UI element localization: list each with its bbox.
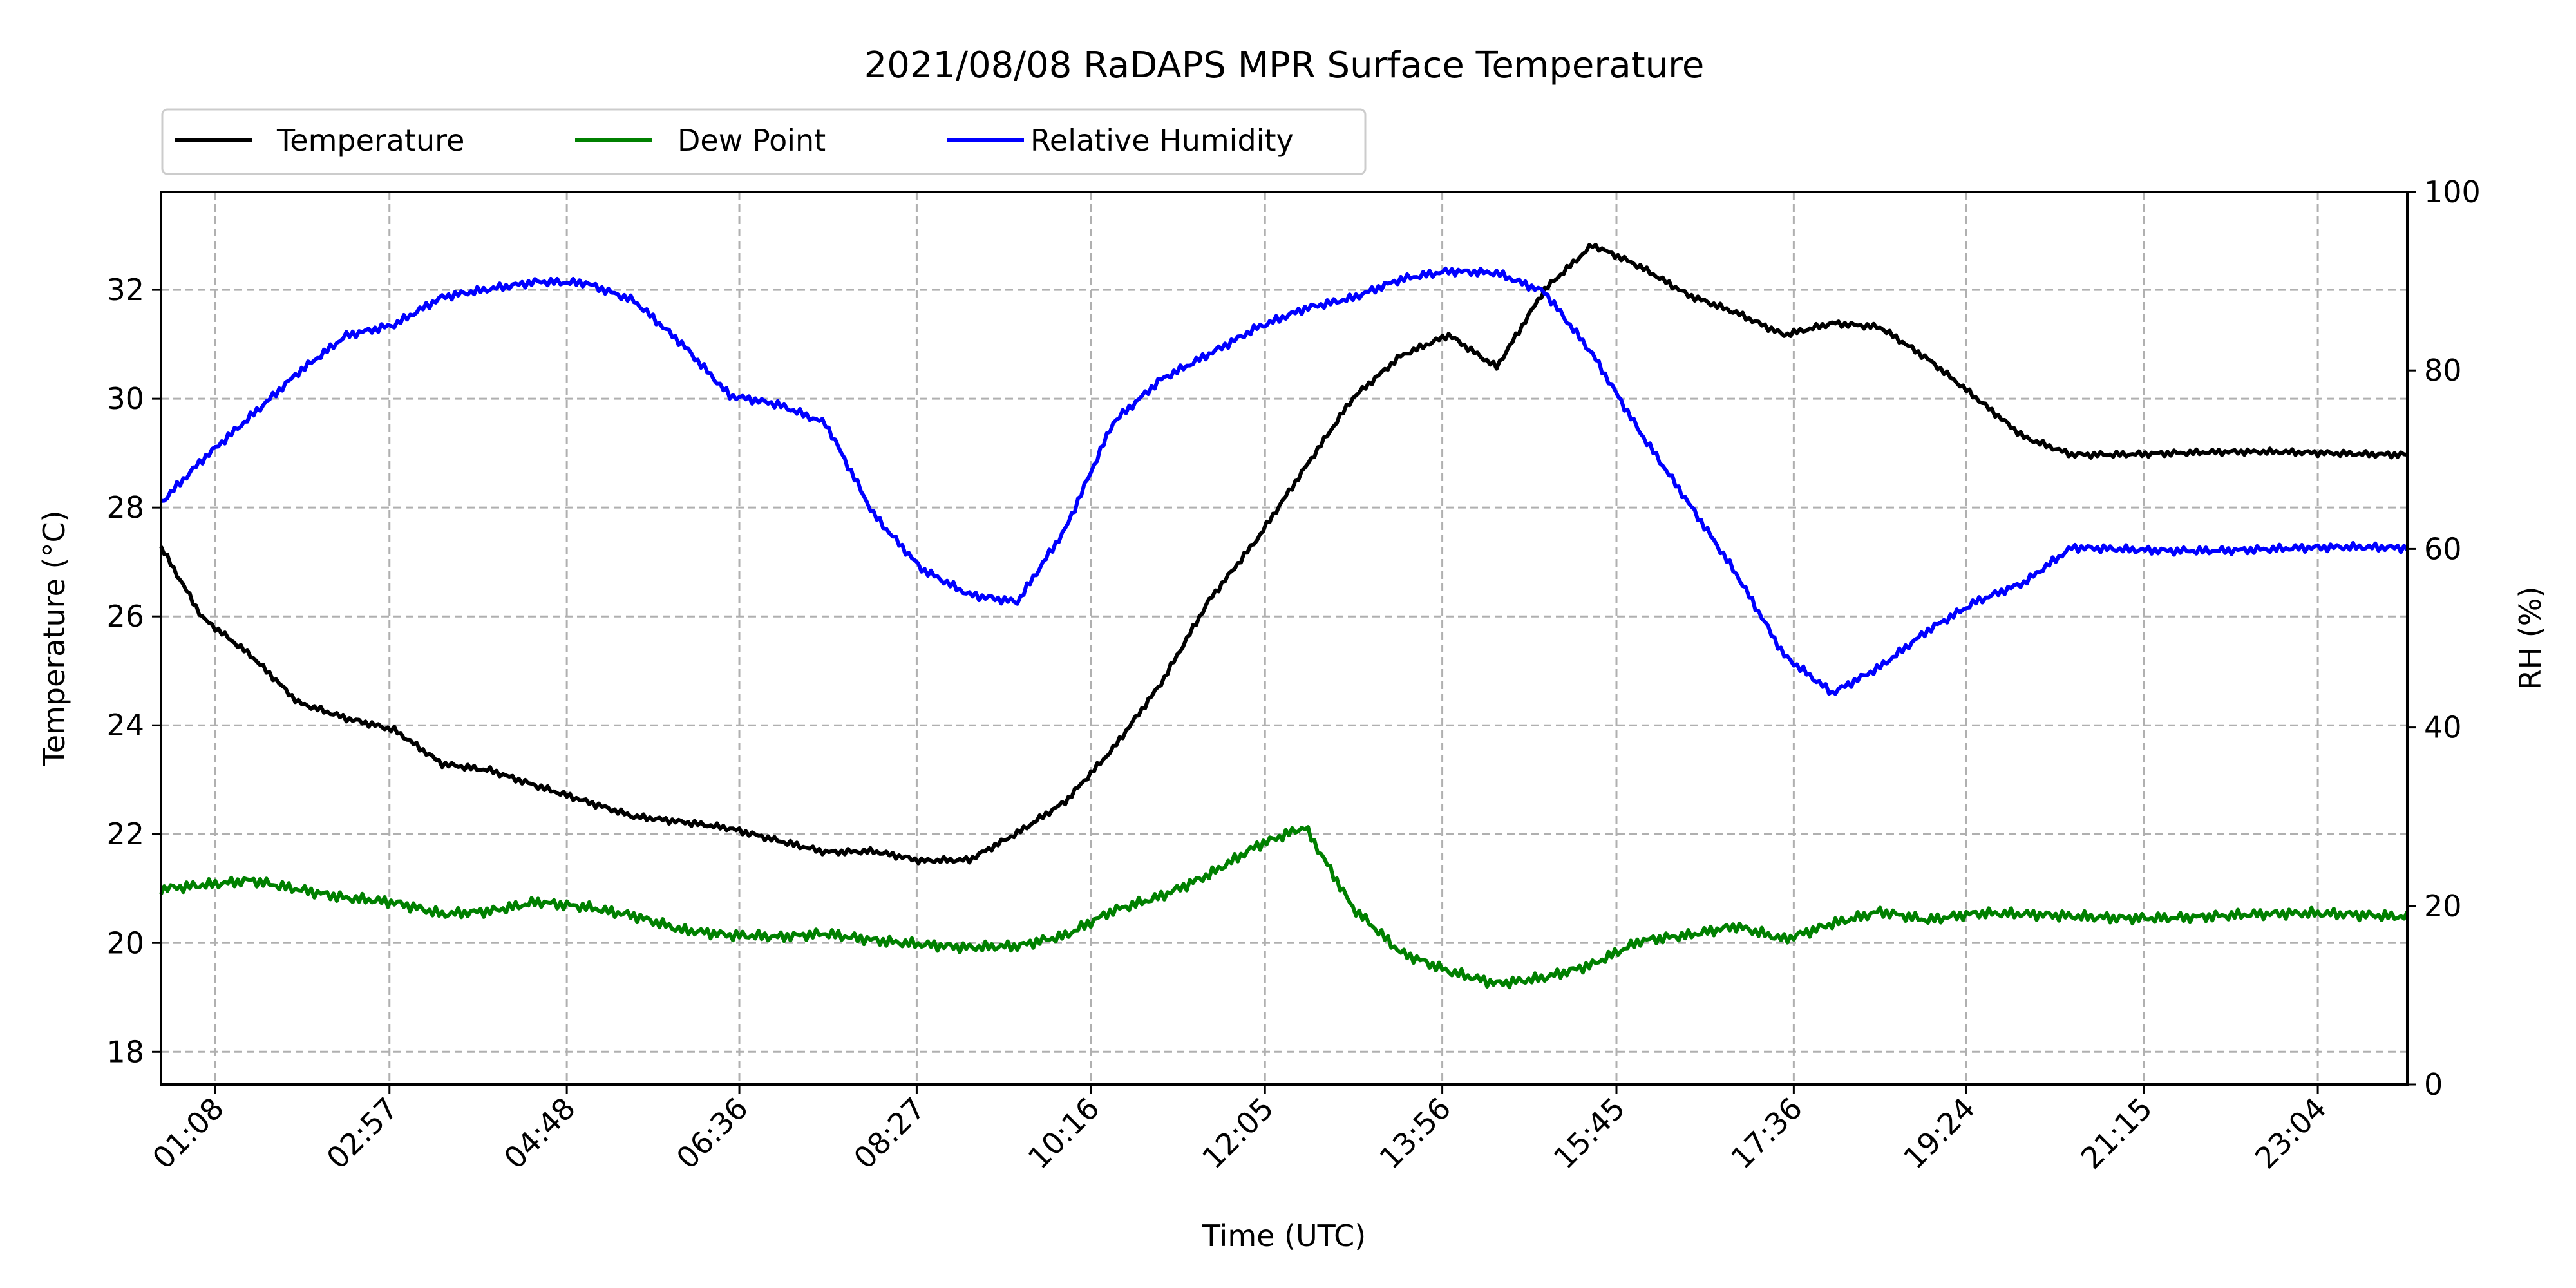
y-tick-label: 32 bbox=[106, 272, 144, 307]
series-line-relative-humidity bbox=[160, 266, 2409, 696]
x-tick-label: 10:16 bbox=[1021, 1091, 1106, 1176]
x-tick-label: 08:27 bbox=[847, 1091, 932, 1176]
y-axis-ticks: 18 20 22 24 26 28 30 32 bbox=[106, 272, 161, 1069]
x-tick-label: 17:36 bbox=[1724, 1091, 1809, 1176]
y2-tick-label: 60 bbox=[2424, 531, 2462, 566]
legend-box bbox=[161, 108, 1367, 175]
x-axis-title: Time (UTC) bbox=[1202, 1218, 1366, 1253]
x-tick-label: 01:08 bbox=[146, 1091, 231, 1176]
x-tick-label: 02:57 bbox=[320, 1091, 405, 1176]
x-tick-label: 04:48 bbox=[497, 1091, 582, 1176]
y-tick-label: 20 bbox=[106, 925, 144, 960]
x-tick-label: 21:15 bbox=[2074, 1091, 2159, 1176]
x-tick-label: 12:05 bbox=[1195, 1091, 1280, 1176]
legend: Temperature Dew Point Relative Humidity bbox=[161, 108, 1367, 175]
y-tick-label: 28 bbox=[106, 490, 144, 525]
y2-tick-label: 40 bbox=[2424, 710, 2462, 745]
y-tick-label: 18 bbox=[106, 1034, 144, 1069]
x-tick-label: 23:04 bbox=[2248, 1091, 2333, 1176]
series-line-dew-point bbox=[159, 825, 2409, 990]
y2-axis-title: RH (%) bbox=[2513, 587, 2548, 690]
x-tick-label: 19:24 bbox=[1897, 1091, 1982, 1176]
series-lines bbox=[159, 243, 2409, 990]
legend-label-relative-humidity: Relative Humidity bbox=[1030, 123, 1294, 158]
y-axis-title: Temperature (°C) bbox=[37, 510, 71, 766]
y2-tick-label: 0 bbox=[2424, 1067, 2443, 1102]
y-tick-label: 26 bbox=[106, 599, 144, 634]
series-line-temperature bbox=[159, 243, 2408, 866]
y-tick-label: 24 bbox=[106, 708, 144, 743]
x-tick-label: 13:56 bbox=[1372, 1091, 1457, 1176]
x-tick-label: 06:36 bbox=[670, 1091, 755, 1176]
y2-tick-label: 80 bbox=[2424, 353, 2462, 388]
chart-title: 2021/08/08 RaDAPS MPR Surface Temperatur… bbox=[864, 44, 1705, 86]
legend-label-temperature: Temperature bbox=[276, 123, 464, 158]
legend-label-dew-point: Dew Point bbox=[677, 123, 826, 158]
x-tick-label: 15:45 bbox=[1547, 1091, 1632, 1176]
y-tick-label: 22 bbox=[106, 817, 144, 851]
plot-frame bbox=[160, 191, 2409, 1086]
y2-tick-label: 20 bbox=[2424, 889, 2462, 923]
x-axis-ticks: 01:08 02:57 04:48 06:36 08:27 10:16 12:05 13:56… bbox=[146, 1084, 2333, 1176]
y2-axis-ticks: 0 20 40 60 80 100 bbox=[2407, 175, 2481, 1102]
y2-tick-label: 100 bbox=[2424, 175, 2481, 209]
y-tick-label: 30 bbox=[106, 381, 144, 416]
grid bbox=[161, 192, 2407, 1084]
